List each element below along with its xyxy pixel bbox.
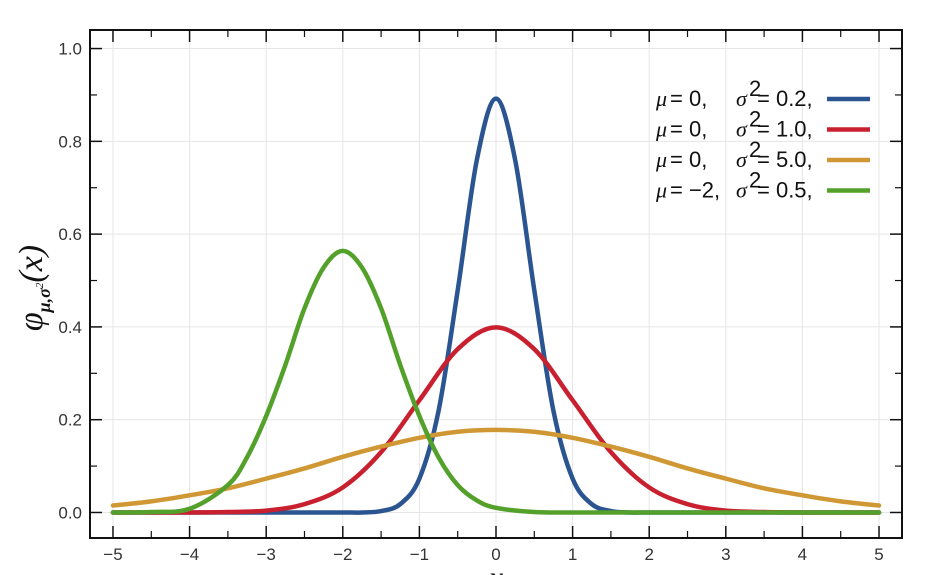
legend-sigma-sup: 2: [749, 168, 761, 193]
legend-mu-value: = 0,: [670, 117, 707, 142]
y-tick-label: 0.4: [58, 318, 82, 337]
tick-labels: −5 −4 −3 −2 −1 0 1 2 3 4 5 0.0 0.2 0.4 0.6 0.8 1.0: [58, 40, 883, 564]
x-tick-label: 3: [721, 545, 730, 564]
legend-entry-1: μ = 0, σ 2= 1.0,: [655, 107, 870, 142]
x-tick-label: −3: [256, 545, 275, 564]
series-line-2: [110, 427, 882, 508]
legend-mu-value: = 0,: [670, 147, 707, 172]
y-axis-title-arg: (x): [13, 245, 50, 283]
legend-sigma-value: = 0.5,: [757, 178, 813, 203]
legend-sigma-sup: 2: [749, 137, 761, 162]
y-tick-label: 0.8: [58, 132, 82, 151]
legend-sigma-sup: 2: [749, 76, 761, 101]
legend: μ = 0, σ 2= 0.2,μ = 0, σ 2= 1.0,μ = 0, σ 2= 5.0,μ…: [655, 76, 870, 203]
legend-mu-label: μ: [655, 86, 667, 111]
legend-sigma-value: = 0.2,: [757, 86, 813, 111]
x-tick-label: −2: [333, 545, 352, 564]
legend-entry-0: μ = 0, σ 2= 0.2,: [655, 76, 870, 111]
legend-sigma-label: σ: [736, 117, 748, 142]
series-line-3: [110, 248, 882, 515]
y-axis-title-main: φ: [13, 312, 50, 331]
legend-mu-value: = −2,: [670, 178, 720, 203]
ticks: [90, 30, 902, 538]
legend-sigma-value: = 1.0,: [757, 117, 813, 142]
legend-entry-2: μ = 0, σ 2= 5.0,: [655, 137, 870, 172]
legend-entry-3: μ = −2, σ 2= 0.5,: [655, 168, 870, 203]
legend-sigma-sup: 2: [749, 107, 761, 132]
y-tick-label: 0.6: [58, 225, 82, 244]
x-axis-title: x: [488, 559, 503, 575]
legend-mu-label: μ: [655, 117, 667, 142]
legend-mu-label: μ: [655, 147, 667, 172]
legend-sigma-label: σ: [736, 147, 748, 172]
x-tick-label: 4: [798, 545, 807, 564]
legend-sigma-value: = 5.0,: [757, 147, 813, 172]
y-axis-title-sub: μ,σ: [34, 287, 54, 314]
x-tick-label: −4: [180, 545, 199, 564]
y-tick-label: 0.2: [58, 411, 82, 430]
y-axis-title: φμ,σ2(x): [13, 245, 54, 331]
y-tick-label: 0.0: [58, 503, 82, 522]
y-axis-title-sub-sup: 2: [34, 282, 46, 288]
legend-sigma-label: σ: [736, 86, 748, 111]
legend-sigma-label: σ: [736, 178, 748, 203]
series-lines: [110, 96, 882, 515]
y-tick-label: 1.0: [58, 40, 82, 59]
x-tick-label: −1: [410, 545, 429, 564]
x-tick-label: 5: [874, 545, 883, 564]
x-tick-label: −5: [103, 545, 122, 564]
x-tick-label: 1: [568, 545, 577, 564]
x-tick-label: 0: [491, 545, 500, 564]
x-tick-label: 2: [644, 545, 653, 564]
legend-mu-label: μ: [655, 178, 667, 203]
legend-mu-value: = 0,: [670, 86, 707, 111]
